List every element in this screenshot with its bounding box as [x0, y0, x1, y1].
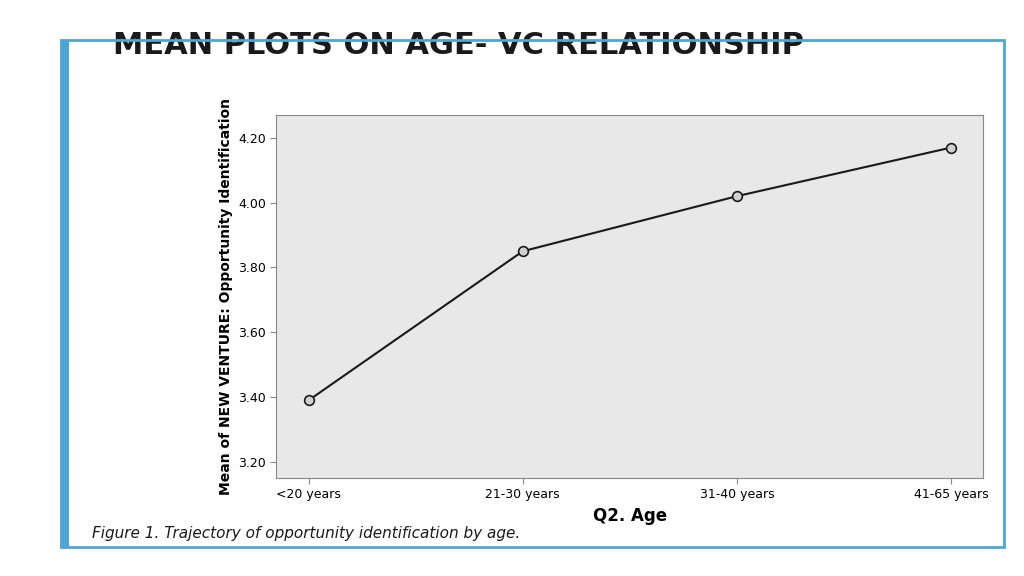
- Y-axis label: Mean of NEW VENTURE: Opportunity Identification: Mean of NEW VENTURE: Opportunity Identif…: [219, 98, 232, 495]
- Text: MEAN PLOTS ON AGE- VC RELATIONSHIP: MEAN PLOTS ON AGE- VC RELATIONSHIP: [113, 32, 804, 60]
- Text: Figure 1. Trajectory of opportunity identification by age.: Figure 1. Trajectory of opportunity iden…: [92, 526, 520, 541]
- X-axis label: Q2. Age: Q2. Age: [593, 507, 667, 525]
